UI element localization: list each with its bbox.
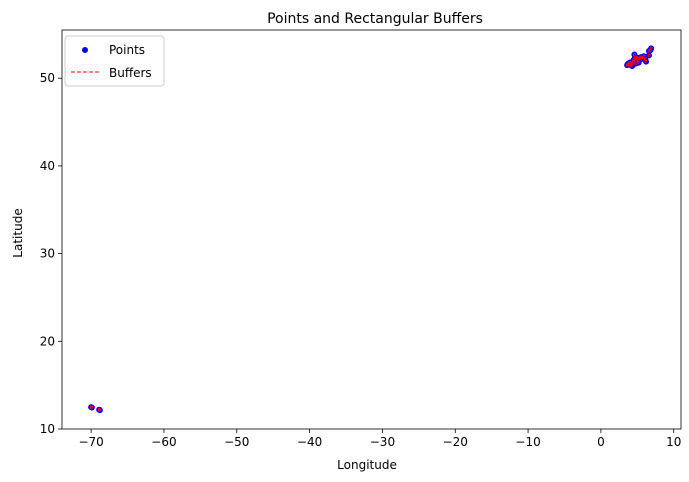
buffer-rect [647,49,651,53]
buffer-rect [643,57,647,61]
buffer-rect [90,405,94,410]
legend-points-marker [82,47,88,53]
buffers-layer [89,46,653,412]
y-tick-label: 30 [40,247,55,261]
plot-area [62,30,681,429]
x-axis-label: Longitude [337,458,397,472]
x-tick-label: −60 [151,435,176,449]
buffer-rect [632,58,636,62]
y-axis: 10 20 30 40 50 [40,71,62,436]
y-tick-label: 40 [40,159,55,173]
plot-frame [61,29,682,430]
y-tick-label: 20 [40,334,55,348]
buffer-rect [647,53,651,57]
x-tick-label: −10 [515,435,540,449]
legend: Points Buffers [64,35,165,87]
buffer-rect [649,46,653,50]
buffer-rect [632,62,636,66]
buffer-rect [642,54,646,58]
buffer-rect [630,64,634,68]
x-tick-label: −50 [224,435,249,449]
legend-buffers-label: Buffers [109,66,152,80]
buffer-rect [637,60,641,64]
buffer-rect [98,408,102,412]
x-tick-label: −70 [78,435,103,449]
y-tick-label: 10 [40,422,55,436]
y-axis-label: Latitude [11,208,25,257]
y-tick-label: 50 [40,71,55,85]
x-tick-label: −30 [370,435,395,449]
x-tick-label: −40 [297,435,322,449]
chart-title: Points and Rectangular Buffers [267,11,483,27]
buffer-rect [633,53,636,57]
legend-box [64,35,165,87]
data-point [645,52,652,59]
x-tick-label: 0 [597,435,605,449]
buffer-rect [644,60,648,64]
x-axis: −70 −60 −50 −40 −30 −20 −10 0 10 [78,429,681,449]
x-tick-label: 10 [666,435,681,449]
legend-points-label: Points [109,43,145,57]
buffer-rect [640,57,644,61]
x-tick-label: −20 [443,435,468,449]
